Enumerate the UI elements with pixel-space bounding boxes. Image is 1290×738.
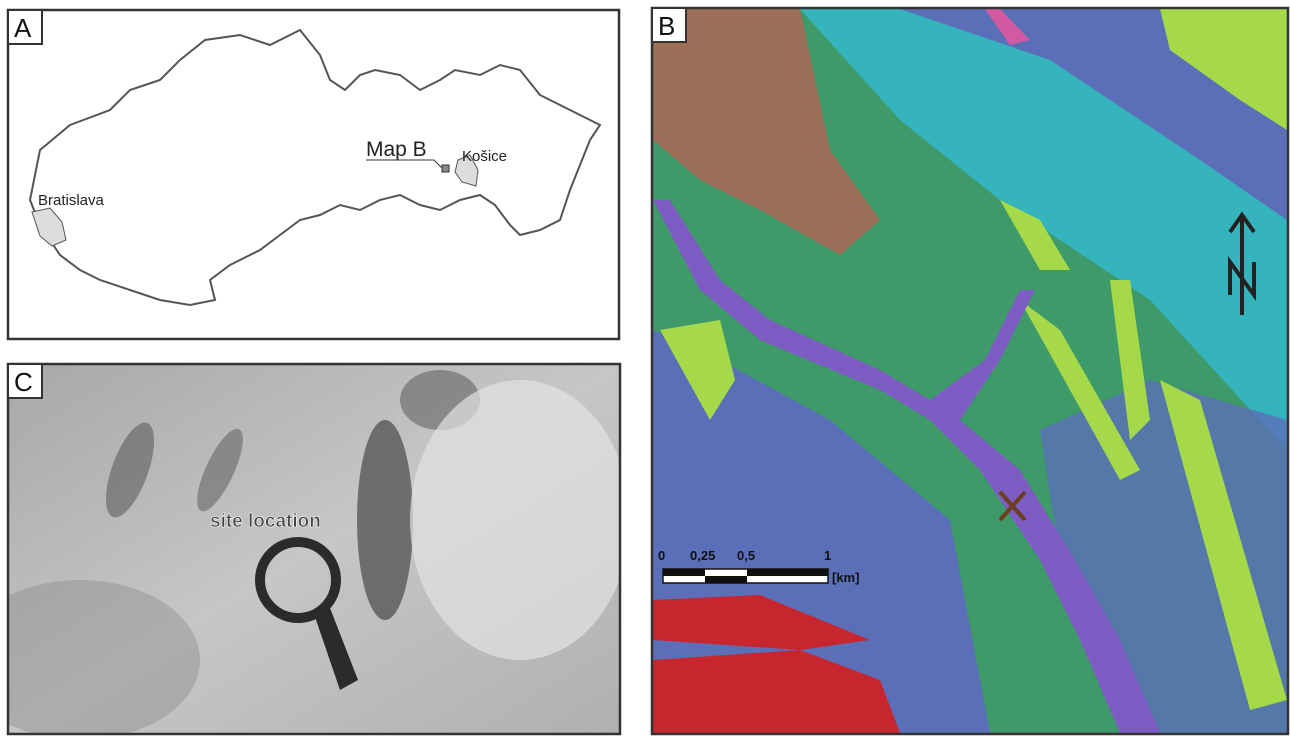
geology-map (653, 9, 1287, 733)
scale-tick-label: 0,5 (737, 548, 755, 563)
map-b-marker (442, 165, 449, 172)
scale-tick-label: 0,25 (690, 548, 715, 563)
body: Map B Bratislava Košice A 0 (0, 0, 1290, 738)
scale-tick-label: 0 (658, 548, 665, 563)
city-label: Košice (462, 148, 507, 165)
panel-frame (8, 10, 619, 339)
panel-c: site location C (0, 364, 630, 738)
ridge (410, 380, 630, 660)
panel-label: C (14, 367, 33, 397)
scale-segment (705, 576, 747, 583)
site-annotation: site location (210, 511, 321, 532)
city-label: Bratislava (38, 192, 105, 209)
scale-segment (747, 569, 828, 576)
panel-a: Map B Bratislava Košice A (8, 10, 619, 339)
figure: Map B Bratislava Košice A 0 (0, 0, 1290, 738)
scale-unit: [km] (832, 570, 859, 585)
panel-label: A (14, 13, 32, 43)
shadow (357, 420, 413, 620)
panel-b: 0 0,25 0,5 1 [km] B (652, 8, 1288, 734)
map-b-label: Map B (366, 138, 427, 161)
page: Site location map {"panel_a":{"label":"A… (0, 0, 1290, 738)
panel-label: B (658, 11, 675, 41)
scale-tick-label: 1 (824, 548, 831, 563)
scale-segment (663, 569, 705, 576)
